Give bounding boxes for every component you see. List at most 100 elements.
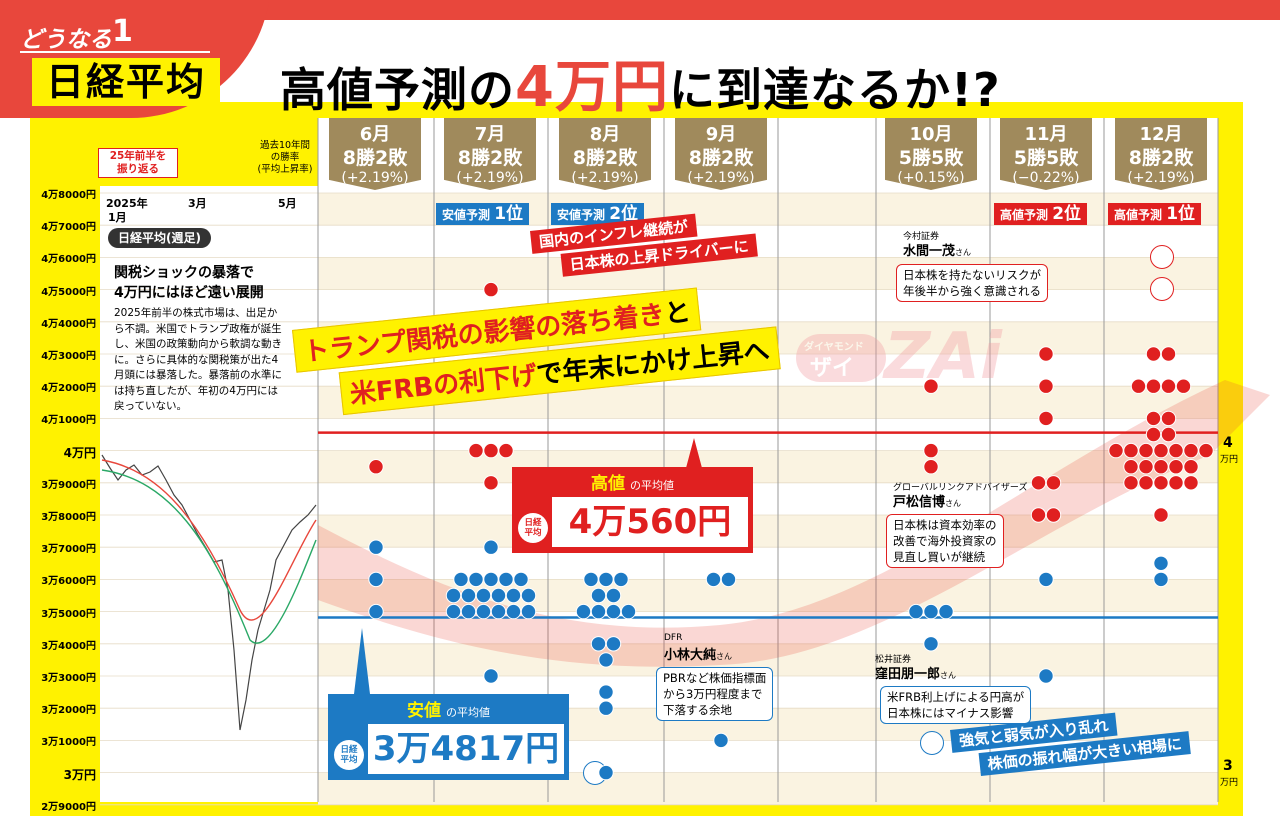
- low-average-side: 日経 平均: [334, 740, 364, 770]
- tag-nov-pre: 高値予測: [1000, 208, 1049, 222]
- low-forecast-point: [605, 587, 622, 604]
- high-forecast-point: [483, 475, 499, 491]
- y-tick-label: 3万6000円: [41, 576, 96, 588]
- badge-number: 1: [112, 14, 133, 49]
- title-pre: 高値予測の: [280, 63, 515, 117]
- low-forecast-point: [1038, 571, 1054, 588]
- tag-dec-pre: 高値予測: [1114, 208, 1163, 222]
- month-header-pct: (−0.22%): [1012, 170, 1080, 186]
- low-forecast-point: [590, 603, 607, 620]
- low-forecast-point: [368, 539, 384, 555]
- high-forecast-point: [1038, 410, 1054, 427]
- low-forecast-point: [483, 571, 499, 588]
- high-forecast-point: [1183, 442, 1199, 459]
- high-forecast-point: [1038, 378, 1054, 394]
- high-forecast-point: [1168, 475, 1184, 491]
- high-average-header: 高値 の平均値: [512, 469, 753, 494]
- high-average-value: 4万560円: [552, 497, 748, 547]
- low-forecast-point: [368, 571, 384, 588]
- high-forecast-point: [483, 281, 499, 298]
- high-forecast-point: [1145, 410, 1162, 427]
- high-forecast-point: [1030, 475, 1047, 491]
- high-average-title: 高値: [590, 474, 625, 494]
- right-axis-bottom-unit: 万円: [1220, 778, 1239, 788]
- month-header-m: 7月: [474, 124, 506, 145]
- analyst-tomatsu-name: 戸松信博さん: [893, 491, 961, 510]
- high-forecast-point: [1045, 475, 1062, 491]
- analyst-mizuma-name-text: 水間一茂: [903, 244, 956, 259]
- low-forecast-point: [598, 700, 614, 716]
- top-band: [0, 0, 1280, 20]
- high-forecast-point: [923, 442, 939, 459]
- month-header-pct: (+2.19%): [687, 170, 755, 186]
- month-header-wl: 5勝5敗: [898, 147, 964, 169]
- high-average-pointer: [686, 438, 702, 468]
- low-average-suffix: の平均値: [446, 706, 491, 719]
- low-forecast-point: [498, 571, 514, 588]
- month-header-wl: 8勝2敗: [342, 147, 408, 169]
- month-header: 6月 8勝2敗 (+2.19%): [329, 118, 421, 190]
- low-forecast-point: [598, 652, 614, 668]
- low-forecast-point: [490, 603, 507, 620]
- low-forecast-point: [513, 571, 529, 588]
- month-header: 7月 8勝2敗 (+2.19%): [444, 118, 536, 190]
- month-header: 9月 8勝2敗 (+2.19%): [675, 118, 767, 190]
- panel-body: 2025年前半の株式市場は、出足から不調。米国でトランプ政権が誕生し、米国の政策…: [114, 307, 282, 412]
- low-forecast-point: [520, 587, 537, 604]
- month-header-pct: (+0.15%): [897, 170, 965, 186]
- history-panel: [100, 186, 318, 802]
- low-forecast-point: [720, 571, 737, 588]
- high-forecast-point: [923, 378, 939, 394]
- low-forecast-point: [605, 636, 622, 652]
- tag-nov-rank: 2位: [1052, 204, 1082, 224]
- analyst-kubota-avatar: [920, 731, 944, 755]
- trend-arrow-band: [318, 380, 1270, 667]
- analyst-mizuma-comment: 日本株を持たないリスクが 年後半から強く意識される: [896, 264, 1048, 302]
- analyst-tomatsu-name-text: 戸松信博: [893, 495, 946, 510]
- analyst-tomatsu-hon: さん: [945, 499, 962, 508]
- year-label: 2025年: [106, 197, 148, 210]
- low-average-value: 3万4817円: [368, 724, 564, 774]
- high-forecast-point: [368, 459, 384, 475]
- y-tick-label: 2万9000円: [41, 801, 96, 813]
- high-forecast-point: [1183, 475, 1199, 491]
- month-header-pct: (+2.19%): [571, 170, 639, 186]
- y-tick-label: 3万7000円: [41, 544, 96, 556]
- badge-divider: [20, 51, 210, 53]
- tag-aug-low-rank: 安値予測 2位: [551, 203, 645, 225]
- low-forecast-point: [490, 587, 507, 604]
- analyst-kobayashi-name: 小林大純さん: [664, 644, 732, 663]
- mar-label: 3月: [188, 197, 207, 210]
- month-header-wl: 8勝2敗: [457, 147, 523, 169]
- low-forecast-point: [583, 571, 599, 588]
- low-forecast-point: [590, 587, 607, 604]
- low-average-box: 安値 の平均値 日経 平均 3万4817円: [328, 694, 569, 780]
- month-header-wl: 8勝2敗: [572, 147, 638, 169]
- y-tick-label: 3万円: [63, 767, 96, 782]
- low-forecast-point: [460, 587, 477, 604]
- analyst-tomatsu-avatar: [1150, 277, 1174, 301]
- analyst-mizuma-firm: 今村証券: [903, 232, 940, 242]
- month-header: 11月 5勝5敗 (−0.22%): [1000, 118, 1092, 190]
- badge-kicker: どうなる: [20, 27, 112, 53]
- high-forecast-point: [1168, 459, 1184, 475]
- low-forecast-point: [620, 603, 637, 620]
- series-tag: 日経平均(週足): [108, 228, 211, 248]
- high-forecast-point: [1145, 426, 1162, 443]
- month-header-m: 11月: [1024, 124, 1068, 145]
- month-header: 10月 5勝5敗 (+0.15%): [885, 118, 977, 190]
- y-tick-label: 3万2000円: [41, 705, 96, 717]
- moving-average-26w: [101, 469, 317, 644]
- month-header-wl: 8勝2敗: [688, 147, 754, 169]
- y-tick-label: 4万5000円: [41, 286, 96, 298]
- moving-average-13w: [101, 459, 317, 621]
- high-forecast-point: [1160, 410, 1177, 427]
- analyst-kubota-hon: さん: [940, 671, 957, 680]
- month-header: 12月 8勝2敗 (+2.19%): [1115, 118, 1207, 190]
- low-forecast-point: [598, 684, 614, 700]
- low-average-title: 安値: [406, 701, 441, 721]
- analyst-mizuma-avatar: [1150, 245, 1174, 269]
- winrate-header: 過去10年間 の勝率 (平均上昇率): [257, 140, 313, 175]
- high-forecast-point: [1153, 475, 1169, 491]
- analyst-mizuma-name: 水間一茂さん: [903, 240, 971, 259]
